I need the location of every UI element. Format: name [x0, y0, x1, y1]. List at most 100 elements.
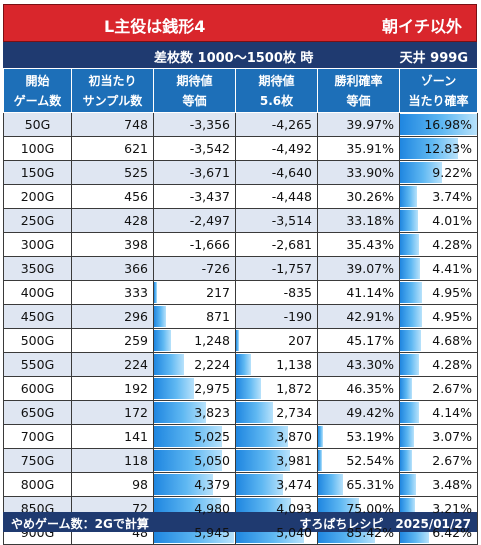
ev-56-cell-value: -4,448 — [271, 189, 312, 204]
ev-56-cell-value: -835 — [283, 285, 312, 300]
zone-rate-cell-bar — [400, 234, 420, 255]
zone-rate-cell-bar — [400, 114, 477, 135]
ev-equal-cell-value: 5,025 — [194, 429, 230, 444]
ev-equal-cell-value: -2,497 — [189, 213, 230, 228]
ev-equal-cell-bar — [154, 282, 157, 303]
start-games-cell-value: 200G — [20, 189, 55, 204]
header-win-rate: 勝利確率 等価 — [317, 68, 400, 113]
start-games-cell: 500G — [3, 328, 72, 353]
win-rate-cell: 35.43% — [317, 232, 400, 257]
header-ev-56: 期待値 5.6枚 — [235, 68, 318, 113]
start-games-cell: 150G — [3, 160, 72, 185]
samples-cell: 366 — [71, 256, 154, 281]
start-games-cell: 750G — [3, 448, 72, 473]
table-row: 350G 366 -726 -1,757 39.07% 4.41% — [3, 256, 478, 281]
ev-56-cell-bar — [236, 378, 262, 399]
ev-equal-cell-value: 4,980 — [194, 501, 230, 516]
win-rate-cell: 33.90% — [317, 160, 400, 185]
zone-rate-cell: 4.41% — [399, 256, 478, 281]
win-rate-cell: 30.26% — [317, 184, 400, 209]
ev-equal-cell: 2,224 — [153, 352, 236, 377]
ev-56-cell: 2,734 — [235, 400, 318, 425]
ev-56-cell-bar — [236, 474, 283, 495]
table-body: 50G 748 -3,356 -4,265 39.97% 16.98% 100G 621 -3,… — [3, 112, 478, 545]
table-row: 250G 428 -2,497 -3,514 33.18% 4.01% — [3, 208, 478, 233]
zone-rate-cell-value: 6.42% — [432, 525, 472, 540]
zone-rate-cell-bar — [400, 474, 416, 495]
ev-56-cell-bar — [236, 330, 239, 351]
ev-equal-cell: 217 — [153, 280, 236, 305]
samples-cell-value: 224 — [124, 357, 148, 372]
zone-rate-cell-value: 4.28% — [432, 237, 472, 252]
ev-equal-cell-value: 4,379 — [194, 477, 230, 492]
ev-56-cell-value: 3,474 — [276, 477, 312, 492]
ev-equal-cell-value: 2,975 — [194, 381, 230, 396]
header-row: 開始 ゲーム数 初当たり サンプル数 期待値 等価 期待値 5.6枚 勝利確率 等価 ゾー… — [3, 68, 478, 113]
table-row: 750G 118 5,050 3,981 52.54% 2.67% — [3, 448, 478, 473]
data-table: 開始 ゲーム数 初当たり サンプル数 期待値 等価 期待値 5.6枚 勝利確率 等価 ゾー… — [3, 68, 478, 545]
ev-equal-cell-bar — [154, 450, 223, 471]
zone-rate-cell: 3.48% — [399, 472, 478, 497]
zone-rate-cell-value: 4.68% — [432, 333, 472, 348]
win-rate-cell: 33.18% — [317, 208, 400, 233]
win-rate-cell-bar — [318, 426, 324, 447]
zone-rate-cell-bar — [400, 330, 422, 351]
ev-equal-cell-value: -1,666 — [189, 237, 230, 252]
zone-rate-cell-bar — [400, 306, 423, 327]
samples-cell-value: 333 — [124, 285, 148, 300]
zone-rate-cell-value: 4.01% — [432, 213, 472, 228]
ev-56-cell: -835 — [235, 280, 318, 305]
footer-bar: やめゲーム数：2Gで計算 すろぱちレシピ 2025/01/27 — [3, 512, 477, 532]
zone-rate-cell-value: 3.48% — [432, 477, 472, 492]
ev-56-cell: 3,870 — [235, 424, 318, 449]
samples-cell: 456 — [71, 184, 154, 209]
ev-equal-cell-bar — [154, 378, 195, 399]
ev-56-cell: -190 — [235, 304, 318, 329]
zone-rate-cell: 9.22% — [399, 160, 478, 185]
samples-cell-value: 118 — [124, 453, 148, 468]
win-rate-cell-value: 30.26% — [346, 189, 394, 204]
quit-games-note: やめゲーム数：2Gで計算 — [11, 517, 149, 531]
samples-cell-value: 98 — [132, 477, 148, 492]
win-rate-cell-value: 33.18% — [346, 213, 394, 228]
samples-cell-value: 141 — [124, 429, 148, 444]
ev-56-cell: 1,872 — [235, 376, 318, 401]
ev-56-cell: -4,265 — [235, 112, 318, 137]
start-games-cell-value: 550G — [20, 357, 55, 372]
samples-cell: 333 — [71, 280, 154, 305]
ev-56-cell-value: 3,870 — [276, 429, 312, 444]
start-games-cell-value: 350G — [20, 261, 55, 276]
samples-cell-value: 428 — [124, 213, 148, 228]
samples-cell-value: 748 — [124, 117, 148, 132]
table-row: 450G 296 871 -190 42.91% 4.95% — [3, 304, 478, 329]
samples-cell: 118 — [71, 448, 154, 473]
win-rate-cell: 45.17% — [317, 328, 400, 353]
ev-equal-cell: 5,050 — [153, 448, 236, 473]
zone-rate-cell-value: 4.95% — [432, 285, 472, 300]
samples-cell-value: 296 — [124, 309, 148, 324]
win-rate-cell: 53.19% — [317, 424, 400, 449]
zone-rate-cell-bar — [400, 378, 413, 399]
ev-equal-cell-bar — [154, 474, 214, 495]
ev-56-cell-value: -190 — [283, 309, 312, 324]
zone-rate-cell-value: 2.67% — [432, 453, 472, 468]
samples-cell: 224 — [71, 352, 154, 377]
ev-equal-cell-value: 2,224 — [194, 357, 230, 372]
zone-rate-cell: 4.28% — [399, 232, 478, 257]
header-ev-equal: 期待値 等価 — [153, 68, 236, 113]
ev-56-cell: -4,640 — [235, 160, 318, 185]
start-games-cell: 400G — [3, 280, 72, 305]
zone-rate-cell: 4.01% — [399, 208, 478, 233]
ev-equal-cell-value: 1,248 — [194, 333, 230, 348]
start-games-cell: 600G — [3, 376, 72, 401]
win-rate-cell: 35.91% — [317, 136, 400, 161]
ev-56-cell-value: -4,640 — [271, 165, 312, 180]
zone-rate-cell-bar — [400, 402, 419, 423]
start-games-cell: 200G — [3, 184, 72, 209]
table-row: 650G 172 3,823 2,734 49.42% 4.14% — [3, 400, 478, 425]
ev-56-cell-value: 5,040 — [276, 525, 312, 540]
ev-56-cell-value: -4,265 — [271, 117, 312, 132]
zone-rate-cell-value: 4.95% — [432, 309, 472, 324]
win-rate-cell-value: 39.97% — [346, 117, 394, 132]
ev-56-cell-value: 207 — [288, 333, 312, 348]
